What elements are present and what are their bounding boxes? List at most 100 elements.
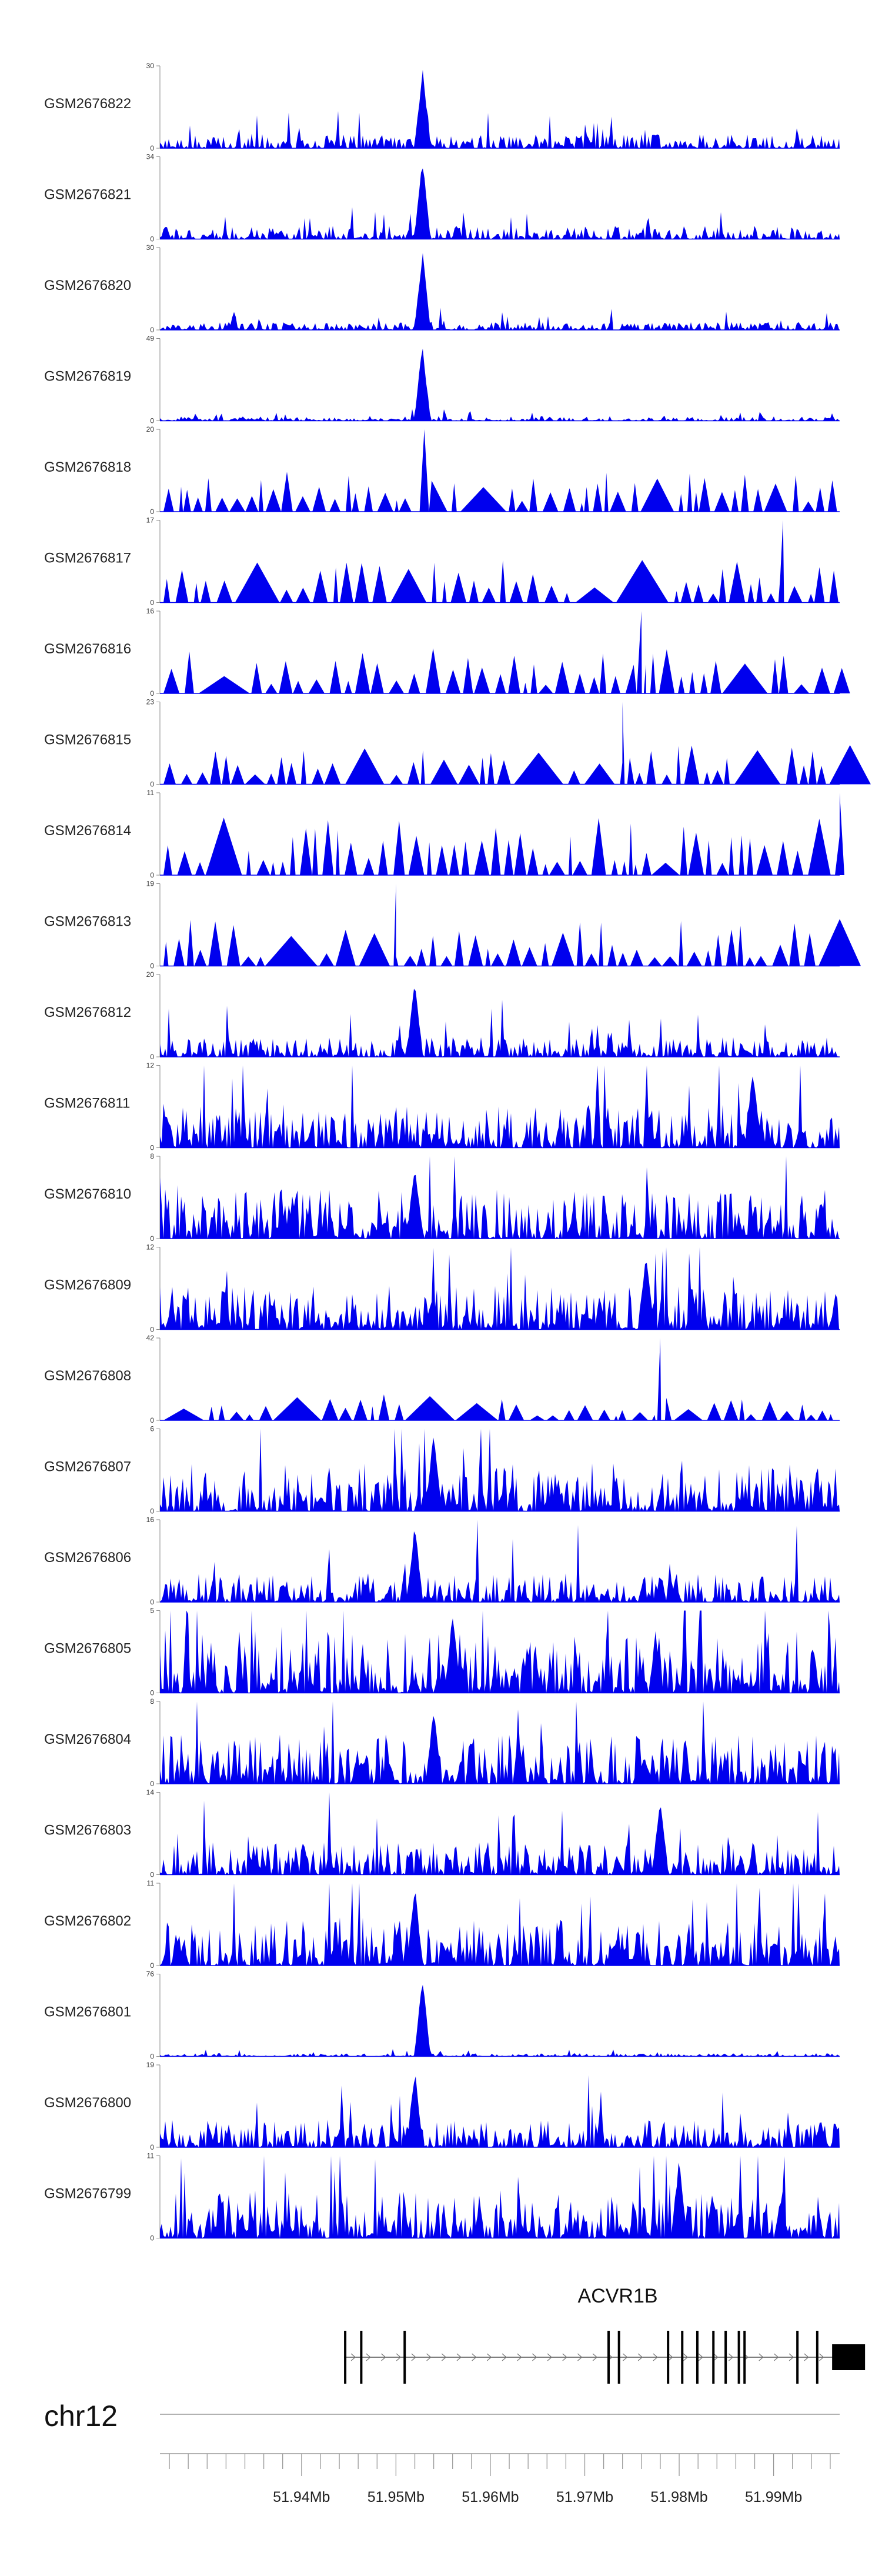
- track-ymin-label: 0: [150, 1326, 154, 1334]
- track-ymin-label: 0: [150, 1780, 154, 1788]
- gene-exon: [816, 2331, 818, 2384]
- track-ymax-label: 23: [146, 698, 155, 706]
- track-ymin-label: 0: [150, 962, 154, 970]
- gene-exon: [403, 2331, 406, 2384]
- signal-area: [160, 2155, 840, 2238]
- track-label: GSM2676805: [44, 1641, 131, 1657]
- gene-exon: [712, 2331, 715, 2384]
- track-ymax-label: 49: [146, 335, 155, 343]
- strand-arrow: [517, 2353, 522, 2361]
- track-ymin-label: 0: [150, 1961, 154, 1970]
- strand-arrow: [426, 2353, 432, 2361]
- track-label: GSM2676818: [44, 459, 131, 475]
- track-label: GSM2676822: [44, 96, 131, 112]
- track-label: GSM2676809: [44, 1277, 131, 1293]
- signal-area: [160, 1520, 840, 1602]
- track-ymin-label: 0: [150, 1053, 154, 1061]
- signal-area: [160, 2075, 840, 2147]
- signal-area: [160, 989, 840, 1057]
- track-ymax-label: 16: [146, 1516, 155, 1524]
- track-ymax-label: 42: [146, 1334, 155, 1342]
- strand-arrow: [637, 2353, 643, 2361]
- gene-exon: [681, 2331, 684, 2384]
- signal-area: [160, 69, 840, 148]
- strand-arrow: [441, 2353, 447, 2361]
- strand-arrow: [759, 2353, 764, 2361]
- track-ymin-label: 0: [150, 780, 154, 789]
- track-ymin-label: 0: [150, 1144, 154, 1152]
- track-ymin-label: 0: [150, 235, 154, 243]
- signal-area: [160, 168, 840, 239]
- track-label: GSM2676820: [44, 278, 131, 293]
- track-ymin-label: 0: [150, 2053, 154, 2061]
- track-label: GSM2676807: [44, 1459, 131, 1475]
- track-ymin-label: 0: [150, 144, 154, 152]
- strand-arrow: [562, 2353, 567, 2361]
- gene-exon: [607, 2331, 610, 2384]
- strand-arrow: [653, 2353, 658, 2361]
- track-label: GSM2676804: [44, 1731, 131, 1747]
- strand-arrow: [789, 2353, 794, 2361]
- track-label: GSM2676806: [44, 1550, 131, 1566]
- signal-area: [160, 1701, 840, 1784]
- track-label: GSM2676810: [44, 1186, 131, 1202]
- track-label: GSM2676812: [44, 1005, 131, 1020]
- strand-arrow: [502, 2353, 507, 2361]
- signal-area: [160, 1065, 840, 1148]
- track-ymax-label: 12: [146, 1243, 155, 1252]
- track-ymin-label: 0: [150, 1598, 154, 1606]
- strand-arrow: [713, 2353, 719, 2361]
- gene-exon: [696, 2331, 699, 2384]
- signal-area: [160, 1610, 840, 1693]
- track-ymax-label: 30: [146, 243, 155, 252]
- gene-exon: [344, 2331, 347, 2384]
- track-ymin-label: 0: [150, 599, 154, 607]
- strand-arrow: [577, 2353, 583, 2361]
- signal-area: [160, 429, 840, 512]
- strand-arrow: [486, 2353, 492, 2361]
- track-label: GSM2676815: [44, 732, 131, 748]
- track-ymax-label: 12: [146, 1062, 155, 1070]
- gene-exon: [796, 2331, 799, 2384]
- signal-area: [160, 253, 840, 330]
- track-ymin-label: 0: [150, 2143, 154, 2151]
- strand-arrow: [804, 2353, 809, 2361]
- genome-tick-label: 51.95Mb: [368, 2489, 425, 2505]
- track-label: GSM2676813: [44, 914, 131, 930]
- track-ymin-label: 0: [150, 871, 154, 879]
- track-ymax-label: 30: [146, 62, 155, 70]
- track-ymax-label: 11: [147, 2152, 155, 2160]
- signal-area: [160, 1792, 840, 1875]
- track-ymax-label: 8: [150, 1697, 154, 1706]
- strand-arrow: [728, 2353, 734, 2361]
- strand-arrow: [668, 2353, 673, 2361]
- track-ymin-label: 0: [150, 1416, 154, 1424]
- gene-exon: [737, 2331, 740, 2384]
- track-ymin-label: 0: [150, 508, 154, 516]
- signal-area: [160, 702, 871, 785]
- gene-exon: [667, 2331, 670, 2384]
- track-ymin-label: 0: [150, 1234, 154, 1243]
- strand-arrow: [698, 2353, 703, 2361]
- track-ymax-label: 19: [146, 880, 155, 888]
- track-ymin-label: 0: [150, 689, 154, 698]
- strand-arrow: [532, 2353, 537, 2361]
- gene-name: ACVR1B: [578, 2285, 658, 2307]
- track-ymin-label: 0: [150, 326, 154, 334]
- strand-arrow: [456, 2353, 462, 2361]
- gene-exon: [743, 2331, 746, 2384]
- track-ymax-label: 76: [146, 1970, 155, 1978]
- track-ymax-label: 17: [146, 516, 155, 525]
- genome-tick-label: 51.94Mb: [273, 2489, 330, 2505]
- track-label: GSM2676814: [44, 823, 131, 839]
- track-ymax-label: 11: [147, 789, 155, 797]
- signal-area: [160, 520, 840, 603]
- gene-exon: [617, 2331, 620, 2384]
- track-ymin-label: 0: [150, 1871, 154, 1879]
- track-label: GSM2676811: [44, 1096, 130, 1112]
- signal-area: [160, 793, 847, 875]
- track-ymin-label: 0: [150, 1689, 154, 1697]
- track-label: GSM2676808: [44, 1368, 131, 1384]
- track-ymax-label: 20: [146, 970, 155, 979]
- track-label: GSM2676819: [44, 369, 131, 385]
